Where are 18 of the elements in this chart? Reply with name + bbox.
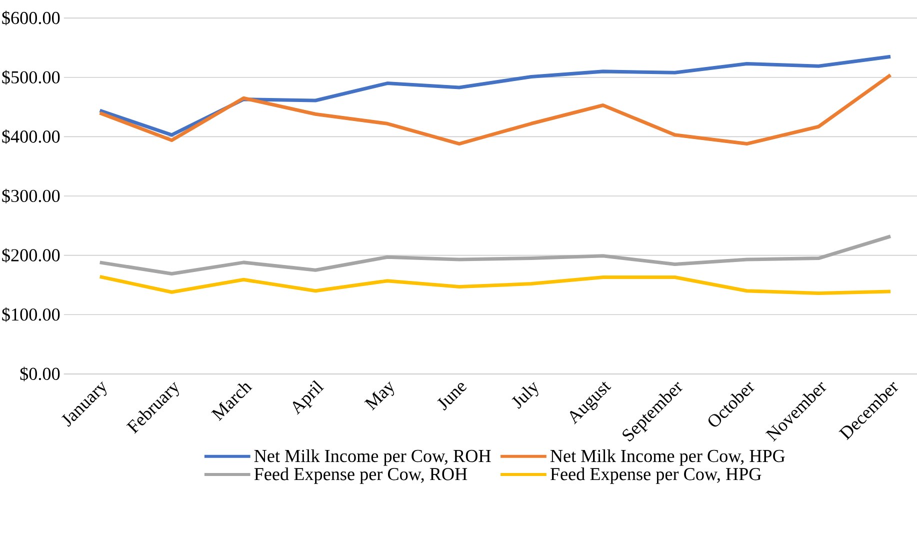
y-tick-label: $200.00: [2, 248, 60, 263]
y-tick-label: $500.00: [2, 70, 60, 85]
line-series: [98, 54, 892, 137]
line-series: [98, 73, 892, 146]
line-series: [98, 234, 892, 276]
legend-label: Feed Expense per Cow, ROH: [254, 468, 468, 484]
y-tick-label: $100.00: [2, 307, 60, 322]
legend-label: Net Milk Income per Cow, ROH: [254, 449, 491, 466]
legend-label: Net Milk Income per Cow, HPG: [550, 449, 785, 466]
line-series: [98, 274, 892, 296]
y-tick-label: $0.00: [20, 366, 60, 382]
x-tick-label: July: [512, 382, 538, 409]
x-tick-label: May: [364, 382, 394, 411]
legend-label: Feed Expense per Cow, HPG: [550, 468, 762, 484]
x-tick-label: June: [437, 383, 467, 411]
y-tick-label: $400.00: [2, 129, 60, 144]
y-tick-label: $600.00: [2, 10, 60, 26]
y-tick-label: $300.00: [2, 188, 60, 204]
